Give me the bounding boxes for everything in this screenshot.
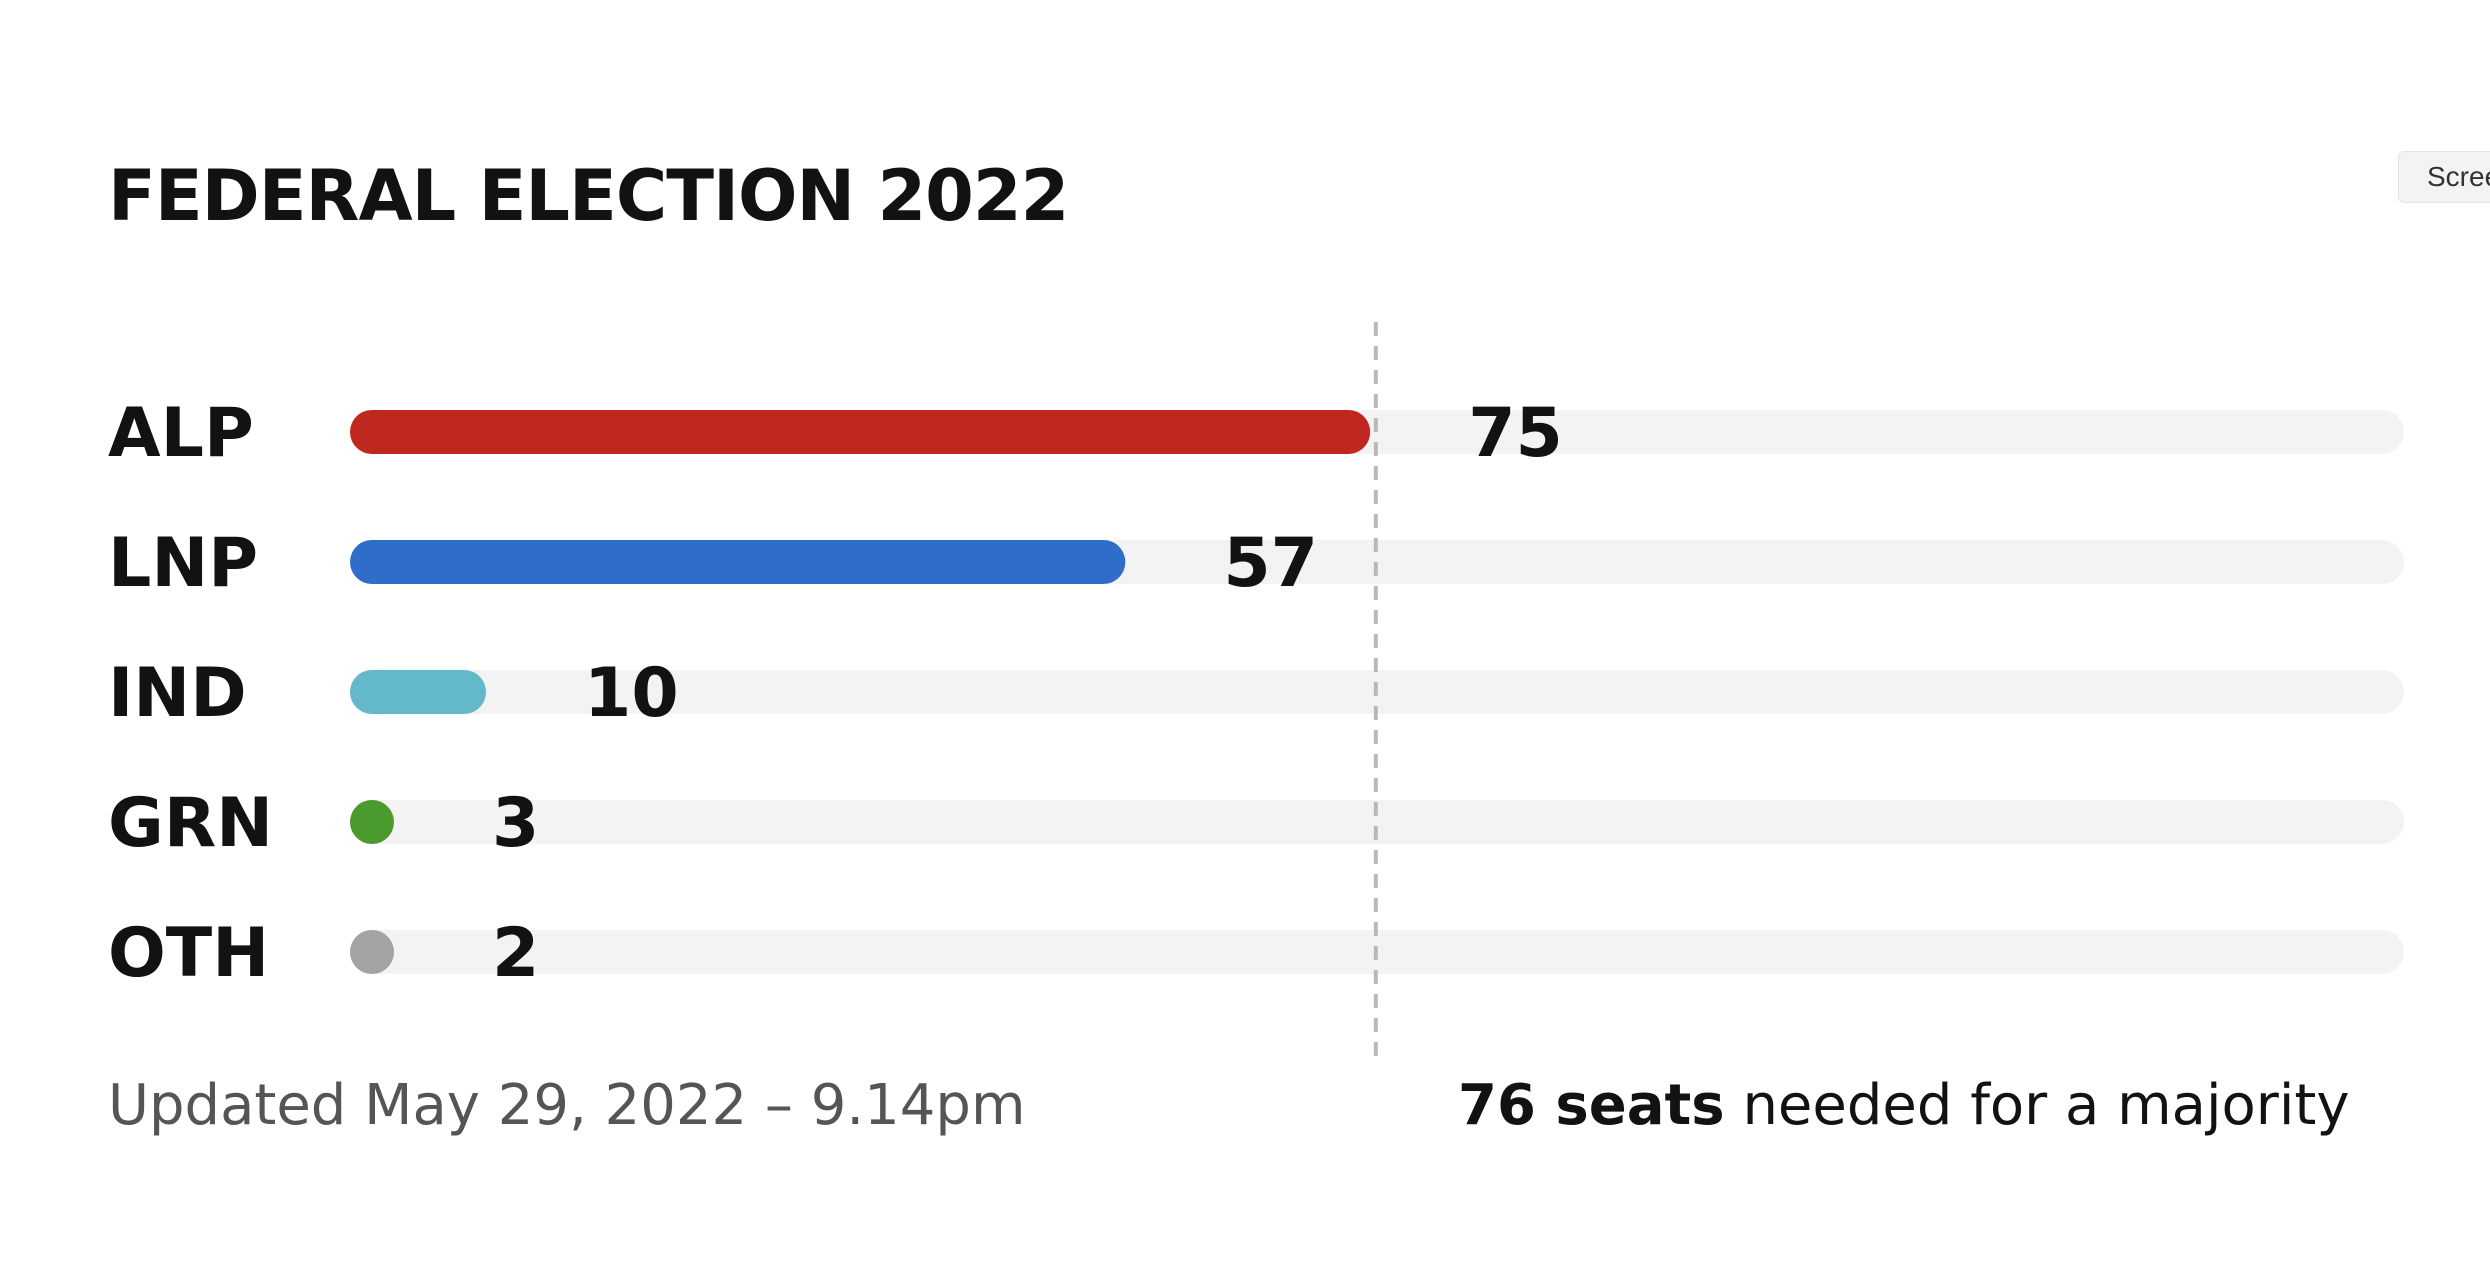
majority-note: 76 seats needed for a majority	[1458, 1070, 2349, 1142]
value-label-grn: 3	[492, 784, 539, 863]
value-label-alp: 75	[1468, 394, 1563, 473]
bar-track-grn	[350, 800, 2404, 844]
screenshot-button[interactable]: Scree	[2398, 151, 2490, 203]
bar-oth	[350, 930, 394, 974]
party-label-alp: ALP	[108, 394, 254, 473]
majority-note-rest: needed for a majority	[1724, 1073, 2350, 1138]
party-label-oth: OTH	[108, 914, 269, 993]
chart-title: FEDERAL ELECTION 2022	[108, 155, 1069, 237]
value-label-oth: 2	[492, 914, 539, 993]
party-label-grn: GRN	[108, 784, 273, 863]
bar-lnp	[350, 540, 1126, 584]
party-label-lnp: LNP	[108, 524, 258, 603]
value-label-ind: 10	[584, 654, 679, 733]
bar-alp	[350, 410, 1371, 454]
bar-grn	[350, 800, 394, 844]
updated-timestamp: Updated May 29, 2022 – 9.14pm	[108, 1073, 1026, 1138]
party-label-ind: IND	[108, 654, 247, 733]
value-label-lnp: 57	[1223, 524, 1318, 603]
bar-ind	[350, 670, 487, 714]
majority-seats-emphasis: 76 seats	[1458, 1073, 1725, 1138]
